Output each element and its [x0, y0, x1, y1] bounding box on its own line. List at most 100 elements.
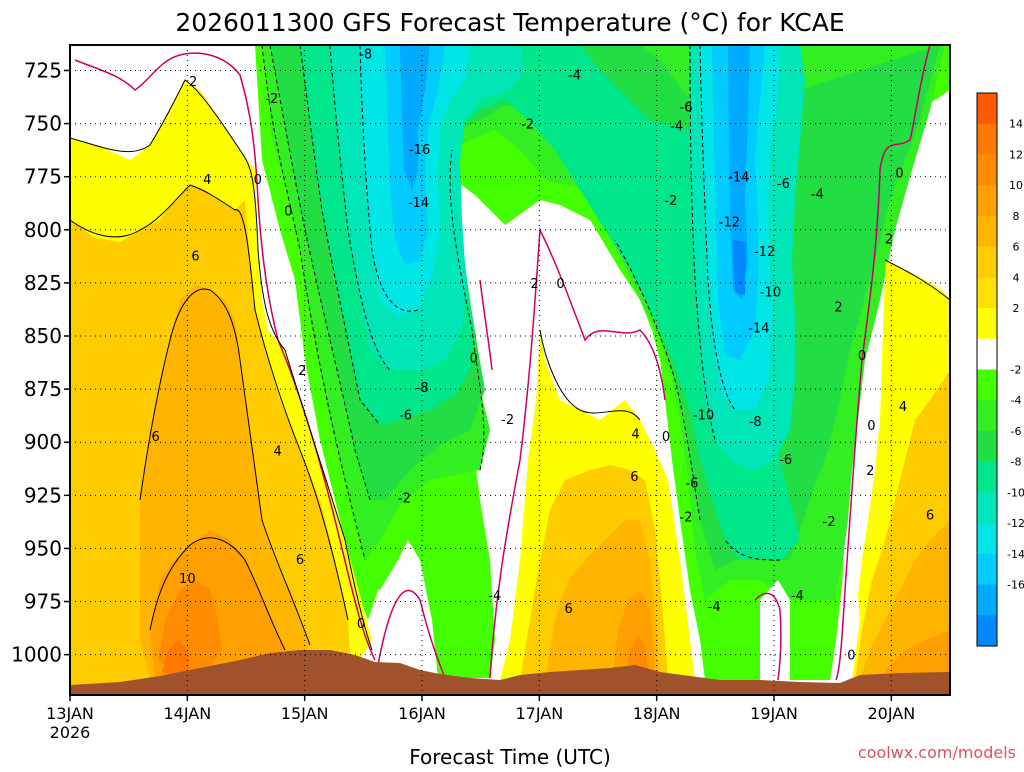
- contour-label: 6: [191, 249, 199, 264]
- colorbar-label: -12: [1007, 517, 1024, 530]
- contour-fill-white-pocket-3: [840, 560, 860, 680]
- contour-label: 0: [867, 419, 875, 434]
- contour-label: 2: [189, 75, 197, 90]
- y-tick-label: 950: [24, 536, 62, 560]
- contour-label: -4: [791, 589, 804, 604]
- y-tick-label: 850: [24, 324, 62, 348]
- contour-label: 0: [469, 351, 477, 366]
- contour-fill-plus-12-left: [162, 640, 190, 678]
- contour-label: -10: [693, 409, 714, 424]
- x-tick-label: 20JAN: [867, 704, 915, 723]
- x-tick-label: 14JAN: [163, 704, 211, 723]
- colorbar-swatch: [977, 492, 997, 524]
- contour-label: 0: [847, 649, 855, 664]
- x-tick-label: 13JAN: [46, 704, 94, 723]
- colorbar-frame: [976, 92, 998, 647]
- colorbar-swatch: [977, 430, 997, 463]
- contour-label: 0: [357, 617, 365, 632]
- contour-label: -4: [670, 120, 683, 135]
- contour-label: 6: [152, 430, 160, 445]
- contour-fill-white-pocket-2: [760, 580, 790, 680]
- contour-label: 2: [530, 277, 538, 292]
- contour-label: 2: [866, 464, 874, 479]
- contour-label: -4: [708, 600, 721, 615]
- contour-label: 0: [284, 205, 292, 220]
- y-tick-label: 1000: [11, 643, 62, 667]
- contour-label: 4: [274, 445, 282, 460]
- colorbar-swatch: [977, 215, 997, 248]
- x-axis-ticks: 13JAN 14JAN 15JAN 16JAN 17JAN 18JAN 19JAN 20JAN: [46, 695, 915, 723]
- colorbar-swatch: [977, 154, 997, 186]
- contour-label: -4: [488, 589, 501, 604]
- contour-fill-white-pocket-1: [380, 540, 438, 678]
- y-axis-ticks: 725 750 775 800 825 850 875 900 925 950 975 1000: [11, 58, 70, 667]
- colorbar-label: 4: [1013, 271, 1020, 284]
- x-tick-label: 17JAN: [515, 704, 563, 723]
- zero-isotherm-line-4: [479, 45, 931, 681]
- contour-label: 2: [298, 364, 306, 379]
- colorbar-swatch: [977, 277, 997, 309]
- colorbar-label: -10: [1007, 486, 1024, 499]
- y-tick-label: 775: [24, 165, 62, 189]
- contour-label: -2: [823, 515, 836, 530]
- colorbar-swatch: [977, 93, 997, 125]
- contour-label: -2: [664, 194, 677, 209]
- zero-isotherm-line-5: [754, 592, 782, 681]
- contour-label: 6: [630, 470, 638, 485]
- contour-label: -10: [760, 285, 781, 300]
- contour-label: -4: [568, 69, 581, 84]
- contour-label: -2: [521, 118, 534, 133]
- contour-label: -8: [359, 47, 372, 62]
- colorbar: 14 12 10 8 6 4 2 -2 -4 -6 -8 -10 -12 -14 -16: [976, 92, 1024, 647]
- contour-label: -6: [680, 101, 693, 116]
- grid-lines: [70, 45, 950, 695]
- contour-label: 6: [926, 508, 934, 523]
- contour-fill-minus-18: [733, 240, 746, 295]
- colorbar-swatch: [977, 523, 997, 555]
- contour-fill-minus-16: [400, 45, 430, 190]
- contour-labels: -8 2 -2 -4 -6 -4 -2 -16 4 0 -14 -6 -4 -14 -2 0 0 -12 2 -12 6…: [152, 47, 935, 663]
- colorbar-swatch: [977, 369, 997, 401]
- plot-frame: [69, 44, 951, 696]
- colorbar-label: 14: [1009, 118, 1023, 131]
- contour-label: 0: [556, 277, 564, 292]
- colorbar-label: -16: [1007, 579, 1024, 592]
- terrain: [70, 650, 950, 695]
- colorbar-label: 10: [1009, 179, 1023, 192]
- credit-label: coolwx.com/models: [858, 743, 1016, 762]
- y-tick-label: 875: [24, 377, 62, 401]
- y-tick-label: 925: [24, 483, 62, 507]
- contour-label: -6: [399, 409, 412, 424]
- colorbar-label: -8: [1011, 456, 1022, 469]
- contour-label: 2: [885, 232, 893, 247]
- contour-line-minus-8: [299, 45, 781, 561]
- colorbar-label: 12: [1009, 148, 1023, 161]
- contour-label: 0: [858, 349, 866, 364]
- x-year-label: 2026: [50, 723, 91, 742]
- contour-label: 4: [899, 400, 907, 415]
- colorbar-label: -4: [1011, 394, 1022, 407]
- contour-label: -6: [685, 477, 698, 492]
- contour-line-plus-4: [70, 184, 349, 621]
- contour-line-minus-4: [261, 45, 485, 561]
- contour-line-minus-10: [329, 45, 716, 441]
- contour-label: -2: [501, 413, 514, 428]
- x-tick-label: 15JAN: [281, 704, 329, 723]
- contour-label: -12: [754, 245, 775, 260]
- colorbar-swatch: [977, 246, 997, 278]
- contour-line-plus-6: [139, 288, 311, 646]
- contour-label: 4: [203, 173, 211, 188]
- contour-line-minus-12: [359, 45, 736, 411]
- colorbar-label: 8: [1013, 210, 1020, 223]
- contour-label: 0: [662, 430, 670, 445]
- contour-label: 6: [565, 602, 573, 617]
- contour-line-minus-6: [269, 45, 701, 521]
- chart-title: 2026011300 GFS Forecast Temperature (°C)…: [175, 8, 844, 37]
- colorbar-label: -6: [1011, 425, 1022, 438]
- x-tick-label: 19JAN: [750, 704, 798, 723]
- zero-isotherm-line: [74, 52, 376, 661]
- contour-label: -2: [398, 491, 411, 506]
- colorbar-swatch: [977, 553, 997, 586]
- colorbar-swatch: [977, 615, 997, 647]
